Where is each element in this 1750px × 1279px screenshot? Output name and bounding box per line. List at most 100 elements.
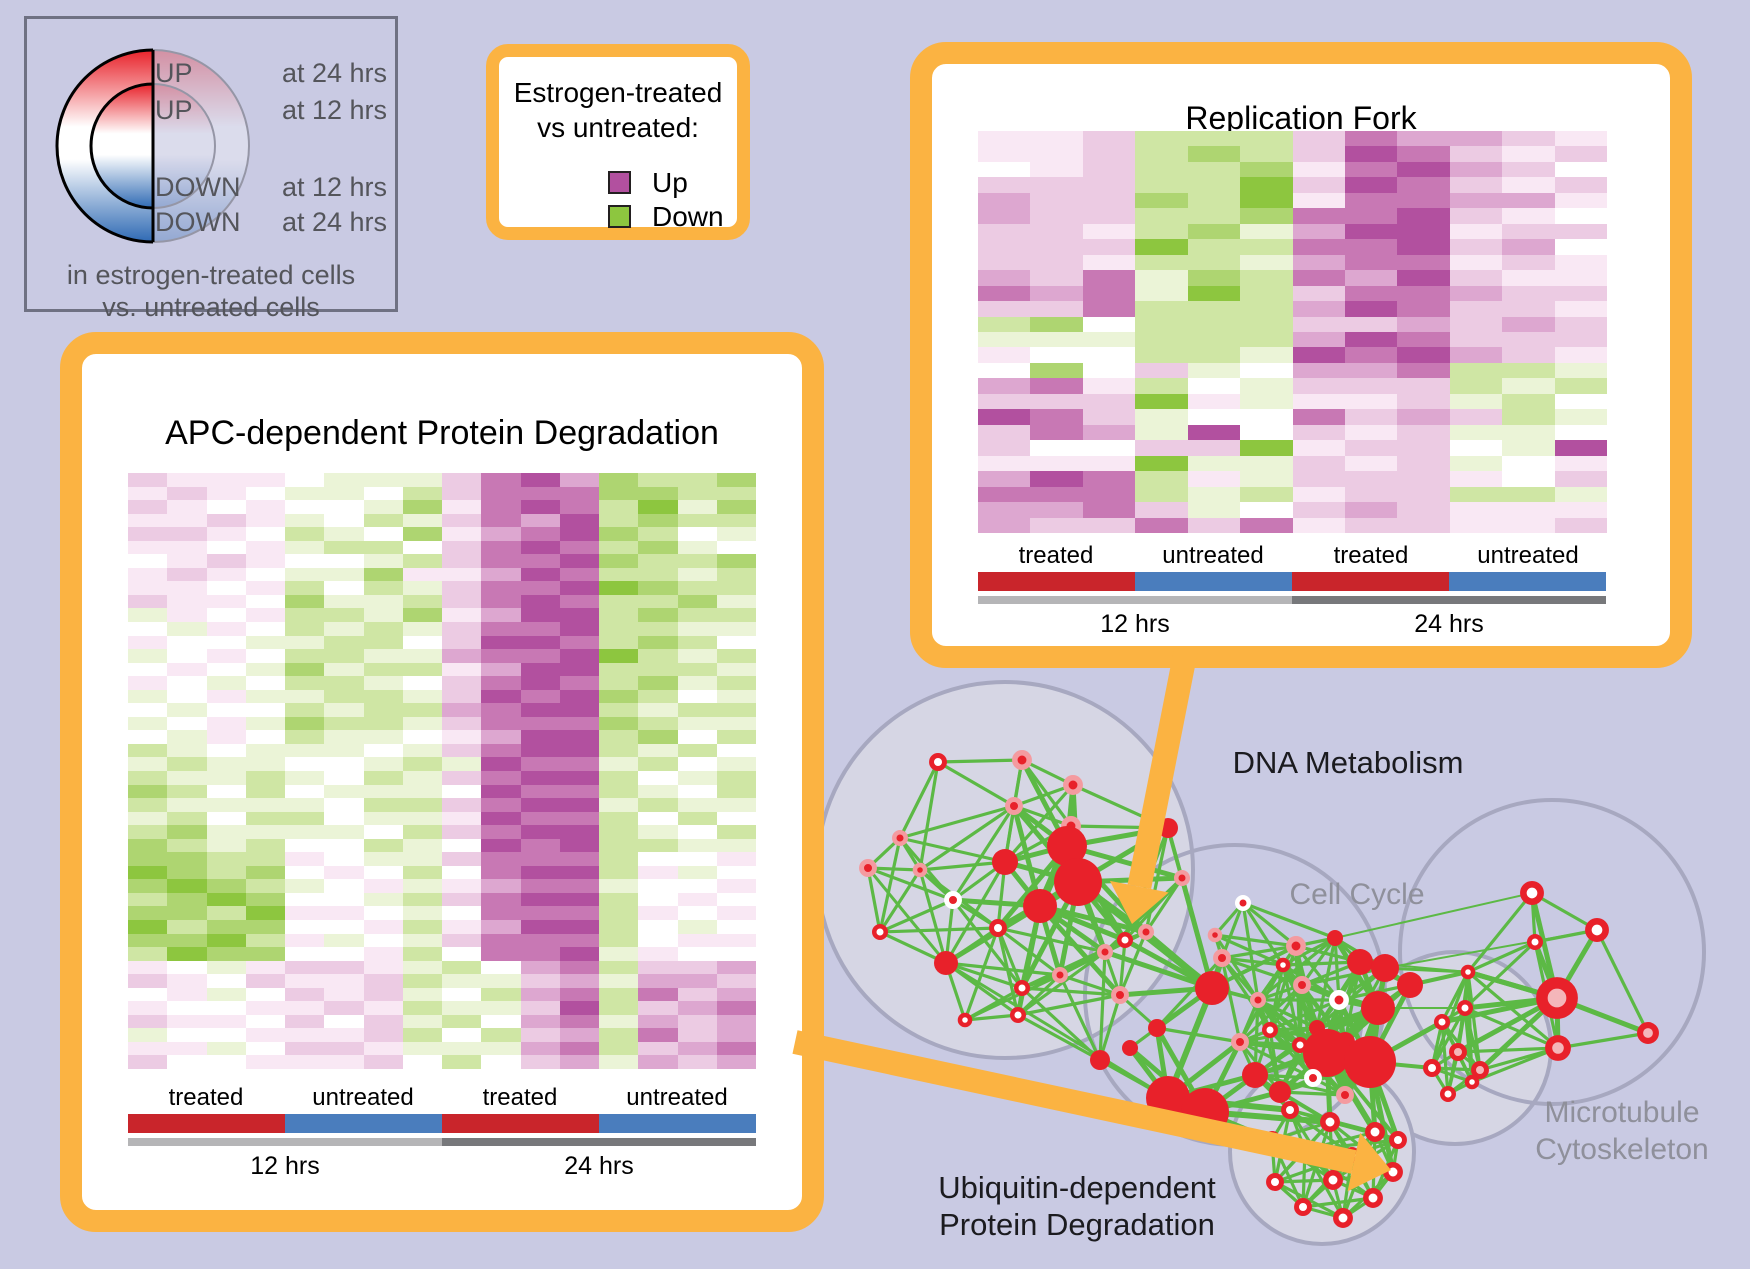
- heatmap-cell: [1344, 177, 1398, 193]
- heatmap-cell: [363, 987, 403, 1002]
- network-edge: [937, 760, 1015, 808]
- heatmap-cell: [559, 486, 599, 501]
- heatmap-cell: [1554, 347, 1607, 363]
- node-solid: [1298, 1143, 1312, 1157]
- network-edge: [1256, 964, 1285, 1001]
- heatmap-cell: [442, 703, 482, 717]
- heatmap-cell: [167, 784, 207, 799]
- network-edge: [1282, 960, 1361, 967]
- heatmap-cell: [442, 622, 482, 636]
- heatmap-cell: [128, 554, 168, 568]
- heatmap-cell: [1030, 486, 1083, 503]
- heatmap-cell: [324, 1001, 364, 1015]
- heatmap-cell: [1030, 502, 1083, 518]
- heatmap-cell: [638, 811, 678, 826]
- heatmap-cell: [245, 716, 285, 731]
- network-edge: [1343, 983, 1412, 1044]
- heatmap-cell: [520, 689, 560, 704]
- heatmap-cell: [442, 500, 482, 514]
- network-edge: [1315, 1025, 1372, 1065]
- network-edge: [1342, 1196, 1374, 1220]
- heatmap-cell: [167, 500, 207, 514]
- network-edge: [1021, 973, 1061, 990]
- network-edge: [997, 926, 1061, 977]
- node-ring-pink: [859, 859, 877, 877]
- heatmap-cell: [128, 987, 168, 1002]
- heatmap-cell: [520, 974, 560, 988]
- network-edge: [1238, 964, 1285, 1043]
- heatmap-cell: [128, 662, 168, 677]
- heatmap-cell: [206, 852, 246, 866]
- heatmap-cell: [559, 554, 599, 568]
- heatmap-cell: [245, 825, 285, 839]
- heatmap-cell: [481, 947, 521, 961]
- network-edge: [1359, 960, 1386, 970]
- heatmap-cell: [638, 879, 678, 893]
- heatmap-cell: [245, 554, 285, 568]
- heatmap-cell: [638, 743, 678, 758]
- heatmap-cell: [1397, 409, 1450, 425]
- network-edge: [1479, 1046, 1559, 1072]
- network-edge: [899, 804, 1015, 840]
- network-edge: [1128, 1046, 1170, 1100]
- network-edge: [1341, 1170, 1395, 1220]
- heatmap-cell: [638, 554, 678, 568]
- heatmap-cell: [324, 581, 364, 595]
- network-edge: [996, 927, 1024, 989]
- network-edge: [1350, 1130, 1377, 1157]
- heatmap-cell: [599, 906, 639, 920]
- heatmap-cell: [481, 771, 521, 785]
- label-cell-cycle: Cell Cycle: [1289, 878, 1424, 911]
- network-edge: [1104, 949, 1213, 991]
- heatmap-cell: [1030, 161, 1083, 178]
- network-edge: [1440, 1021, 1460, 1053]
- heatmap-cell: [520, 716, 560, 731]
- network-edge: [1271, 1138, 1353, 1157]
- apc-12hrs-label: 12 hrs: [250, 1152, 320, 1180]
- heatmap-cell: [677, 730, 717, 744]
- heatmap-cell: [167, 879, 207, 893]
- network-edge: [1274, 1178, 1334, 1184]
- network-edge: [1019, 905, 1043, 989]
- heatmap-cell: [599, 689, 639, 704]
- node-donut: [1460, 964, 1476, 980]
- heatmap-cell: [1554, 161, 1607, 178]
- heatmap-cell: [442, 716, 482, 731]
- network-edge: [1064, 784, 1076, 847]
- heatmap-cell: [363, 879, 403, 893]
- network-edge: [1431, 1050, 1459, 1070]
- heatmap-cell: [245, 865, 285, 880]
- heatmap-cell: [599, 825, 639, 839]
- node-ring-white: [1329, 990, 1349, 1010]
- heatmap-cell: [599, 838, 639, 853]
- heatmap-cell: [481, 689, 521, 704]
- heatmap-cell: [1292, 517, 1345, 533]
- heatmap-cell: [1240, 131, 1293, 147]
- network-edge: [951, 805, 1016, 901]
- node-donut-pink: [1471, 1061, 1489, 1079]
- network-edge: [1058, 974, 1102, 1061]
- heatmap-cell: [1292, 409, 1345, 425]
- heatmap-cell: [206, 567, 246, 582]
- network-edge: [1294, 945, 1302, 1046]
- heatmap-cell: [167, 865, 207, 880]
- heatmap-cell: [599, 974, 639, 988]
- heatmap-cell: [363, 838, 403, 853]
- heatmap-cell: [245, 960, 285, 975]
- network-edge: [1466, 971, 1474, 1083]
- network-edge: [1037, 878, 1081, 910]
- heatmap-cell: [1397, 486, 1450, 503]
- heatmap-cell: [677, 635, 717, 650]
- heatmap-cell: [206, 743, 246, 758]
- heatmap-cell: [677, 974, 717, 988]
- heatmap-cell: [481, 811, 521, 826]
- heatmap-cell: [285, 784, 325, 799]
- network-edge: [1241, 902, 1285, 966]
- network-edge: [996, 844, 1069, 930]
- heatmap-cell: [638, 486, 678, 501]
- network-edge: [867, 866, 954, 902]
- heatmap-cell: [1554, 223, 1607, 240]
- heatmap-cell: [324, 689, 364, 704]
- network-edge: [1333, 937, 1341, 1001]
- heatmap-cell: [363, 486, 403, 501]
